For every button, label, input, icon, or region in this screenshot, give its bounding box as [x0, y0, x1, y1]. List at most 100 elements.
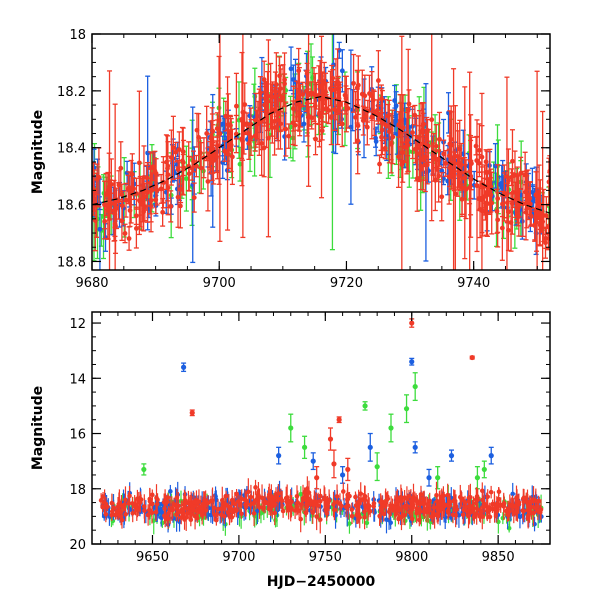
- x-tick-label: 9720: [330, 276, 363, 291]
- outlier-point: [403, 406, 410, 412]
- data-point: [433, 143, 439, 149]
- data-point: [240, 138, 245, 144]
- data-point: [180, 160, 186, 165]
- data-point: [146, 507, 152, 513]
- data-point: [255, 508, 260, 514]
- data-point: [266, 135, 271, 141]
- outlier-point: [276, 453, 282, 459]
- data-point: [511, 511, 517, 516]
- bottom-ticks: 9650 9700 9750 9800 9850 12 14 16 18 20: [69, 312, 550, 565]
- data-point: [506, 178, 511, 183]
- data-point: [334, 494, 340, 499]
- data-point: [235, 499, 241, 504]
- data-point: [318, 493, 323, 499]
- data-point: [483, 159, 489, 165]
- outlier-point: [141, 466, 147, 473]
- data-point: [133, 213, 139, 219]
- data-point: [148, 198, 154, 203]
- data-point: [242, 102, 248, 108]
- data-point: [367, 91, 372, 96]
- x-tick-label: 9740: [457, 276, 490, 291]
- data-point: [527, 196, 533, 201]
- data-point: [331, 502, 336, 507]
- data-point: [269, 125, 275, 130]
- data-point: [381, 511, 387, 517]
- data-point: [384, 494, 390, 499]
- data-point: [377, 513, 382, 519]
- data-point: [246, 141, 252, 146]
- data-point: [400, 125, 406, 131]
- data-point: [286, 133, 292, 139]
- data-point: [288, 66, 294, 72]
- outlier-point: [301, 444, 308, 450]
- data-point: [153, 509, 159, 515]
- data-point: [182, 517, 187, 522]
- outlier-point: [362, 403, 368, 409]
- data-point: [366, 503, 372, 509]
- data-point: [478, 512, 483, 517]
- data-point: [500, 515, 506, 521]
- data-point: [497, 182, 503, 187]
- data-point: [430, 512, 436, 517]
- data-point: [446, 510, 451, 515]
- data-point: [434, 492, 439, 498]
- data-point: [204, 131, 210, 136]
- data-point: [259, 140, 265, 146]
- data-point: [154, 188, 160, 193]
- data-point: [287, 500, 293, 505]
- data-point: [406, 101, 412, 107]
- data-point: [297, 111, 303, 116]
- data-point: [171, 502, 177, 507]
- data-point: [498, 502, 504, 508]
- data-point: [261, 145, 267, 151]
- x-tick-label: 9700: [203, 276, 236, 291]
- data-point: [294, 504, 300, 510]
- data-point: [345, 497, 350, 503]
- data-point: [275, 117, 281, 123]
- data-point: [121, 505, 126, 510]
- data-point: [328, 86, 333, 91]
- outlier-point: [336, 417, 342, 423]
- data-point: [332, 507, 337, 513]
- outlier-point: [412, 444, 418, 450]
- data-point: [481, 501, 487, 506]
- data-point: [360, 118, 366, 124]
- data-point: [412, 497, 418, 503]
- data-point: [488, 489, 494, 495]
- data-point: [174, 495, 180, 500]
- data-point: [120, 203, 125, 209]
- data-point: [145, 190, 150, 195]
- data-point: [122, 231, 128, 236]
- data-point: [425, 502, 430, 508]
- data-point: [406, 493, 412, 499]
- data-point: [266, 506, 272, 512]
- plot-frame-bottom: [91, 311, 551, 545]
- data-point: [317, 517, 323, 522]
- data-point: [402, 504, 407, 509]
- data-point: [304, 88, 309, 94]
- data-point: [217, 131, 223, 137]
- data-point: [181, 502, 187, 508]
- data-point: [269, 494, 274, 500]
- plot-frame-top: [91, 33, 551, 271]
- data-point: [417, 506, 422, 512]
- data-point: [213, 154, 219, 160]
- top-series-layer: [92, 34, 550, 270]
- data-point: [546, 236, 550, 241]
- data-point: [546, 223, 550, 229]
- data-point: [407, 509, 413, 515]
- data-point: [192, 513, 198, 519]
- data-point: [308, 498, 313, 503]
- data-point: [298, 103, 303, 109]
- data-point: [165, 172, 171, 178]
- data-point: [476, 196, 482, 202]
- data-point: [375, 78, 381, 83]
- top-ticks: 9680 9700 9720 9740 18 18.2 18.4 18.6 18.8: [57, 28, 550, 291]
- outlier-point: [409, 320, 415, 326]
- outlier-point: [189, 410, 195, 416]
- data-point: [223, 493, 229, 499]
- data-point: [326, 108, 332, 113]
- model-curve: [92, 95, 550, 214]
- outlier-point: [374, 464, 380, 470]
- data-point: [392, 98, 398, 103]
